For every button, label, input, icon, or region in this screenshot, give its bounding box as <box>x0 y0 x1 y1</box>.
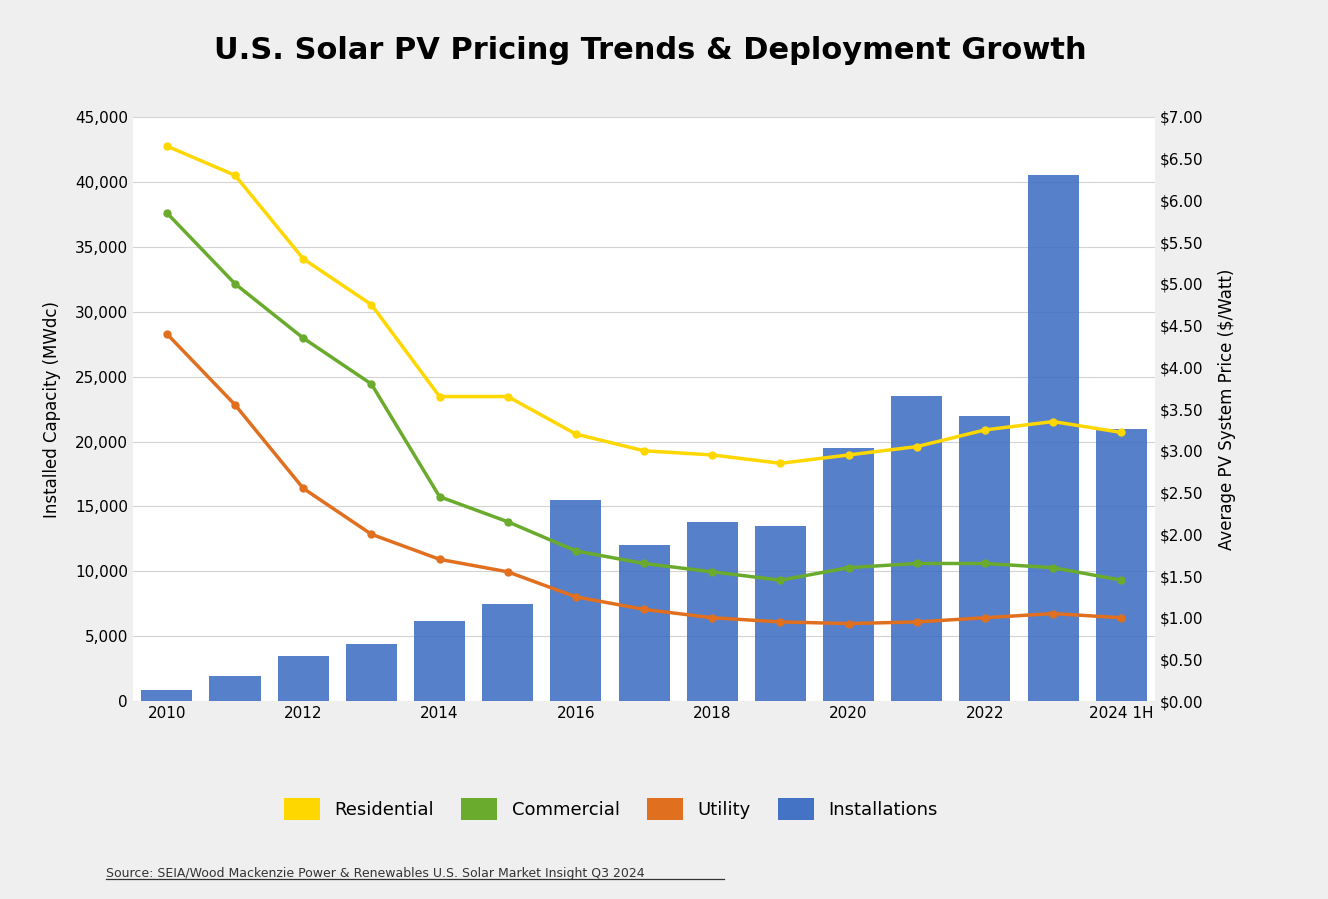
Bar <box>1096 429 1147 701</box>
Utility <box>159 328 175 339</box>
Utility <box>841 619 857 629</box>
Commercial <box>227 279 243 289</box>
Residential <box>1113 427 1129 438</box>
Utility <box>977 612 993 623</box>
Bar <box>550 500 602 701</box>
Bar <box>345 644 397 701</box>
Utility <box>499 566 515 577</box>
Bar <box>210 676 260 701</box>
Bar <box>278 655 329 701</box>
Bar <box>687 522 738 701</box>
Line: Utility: Utility <box>163 331 1125 628</box>
Line: Residential: Residential <box>163 143 1125 467</box>
Utility <box>636 604 652 615</box>
Residential <box>568 429 584 440</box>
Commercial <box>364 378 380 389</box>
Bar <box>414 620 465 701</box>
Utility <box>432 554 448 565</box>
Utility <box>908 617 924 628</box>
Utility <box>773 617 789 628</box>
Y-axis label: Average PV System Price ($/Watt): Average PV System Price ($/Watt) <box>1218 269 1236 549</box>
Line: Commercial: Commercial <box>163 209 1125 583</box>
Commercial <box>841 562 857 573</box>
Residential <box>499 391 515 402</box>
Residential <box>295 254 311 264</box>
Residential <box>841 450 857 460</box>
Text: Source: SEIA/Wood Mackenzie Power & Renewables U.S. Solar Market Insight Q3 2024: Source: SEIA/Wood Mackenzie Power & Rene… <box>106 867 645 879</box>
Commercial <box>568 546 584 556</box>
Commercial <box>908 558 924 569</box>
Commercial <box>159 208 175 218</box>
Utility <box>1045 608 1061 619</box>
Residential <box>432 391 448 402</box>
Utility <box>1113 612 1129 623</box>
Commercial <box>636 558 652 569</box>
Commercial <box>295 333 311 343</box>
Commercial <box>499 516 515 527</box>
Residential <box>227 170 243 181</box>
Residential <box>159 140 175 151</box>
Bar <box>141 690 193 701</box>
Utility <box>364 529 380 539</box>
Bar <box>959 415 1011 701</box>
Residential <box>704 450 720 460</box>
Residential <box>364 299 380 310</box>
Text: U.S. Solar PV Pricing Trends & Deployment Growth: U.S. Solar PV Pricing Trends & Deploymen… <box>214 36 1088 65</box>
Commercial <box>1045 562 1061 573</box>
Bar <box>754 526 806 701</box>
Residential <box>636 445 652 456</box>
Bar <box>482 604 534 701</box>
Commercial <box>432 491 448 502</box>
Commercial <box>773 574 789 585</box>
Bar <box>619 546 669 701</box>
Residential <box>908 441 924 452</box>
Commercial <box>977 558 993 569</box>
Bar <box>1028 175 1078 701</box>
Utility <box>568 592 584 602</box>
Legend: Residential, Commercial, Utility, Installations: Residential, Commercial, Utility, Instal… <box>276 790 946 827</box>
Residential <box>977 424 993 435</box>
Commercial <box>704 566 720 577</box>
Residential <box>773 458 789 468</box>
Utility <box>227 399 243 410</box>
Bar <box>891 396 943 701</box>
Bar <box>823 448 874 701</box>
Utility <box>704 612 720 623</box>
Commercial <box>1113 574 1129 585</box>
Y-axis label: Installed Capacity (MWdc): Installed Capacity (MWdc) <box>42 300 61 518</box>
Utility <box>295 483 311 494</box>
Residential <box>1045 416 1061 427</box>
